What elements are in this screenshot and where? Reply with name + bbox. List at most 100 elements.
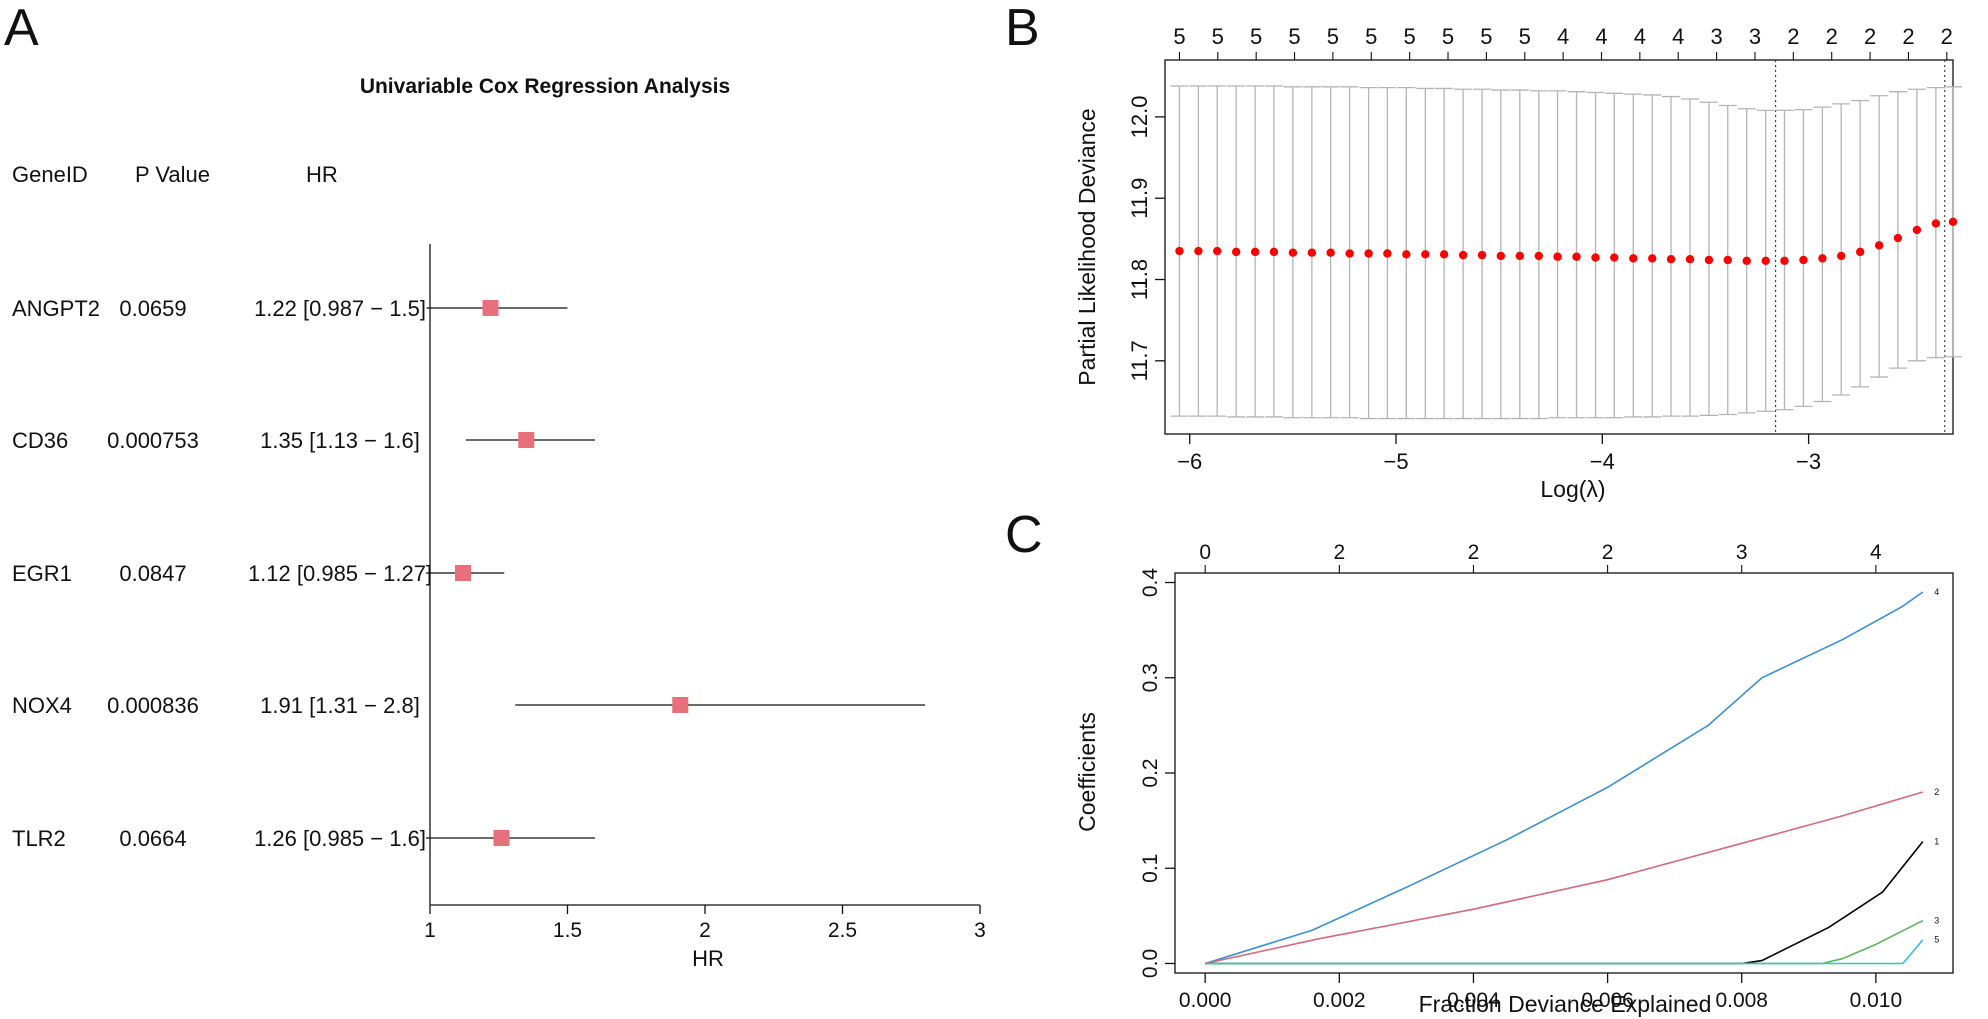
cv-point	[1170, 85, 1189, 417]
cv-mean-dot	[1572, 252, 1581, 261]
coef-series-label: 2	[1934, 787, 1939, 797]
forest-p-value: 0.000836	[107, 693, 199, 718]
forest-col-p: P Value	[135, 162, 210, 187]
forest-x-tick-label: 1.5	[553, 919, 582, 942]
coef-series-4: 4	[1204, 587, 1939, 965]
cv-point	[1813, 106, 1832, 403]
coef-series-2: 2	[1205, 787, 1939, 965]
coef-top-count-label: 2	[1333, 541, 1345, 564]
cv-top-count-label: 5	[1404, 24, 1416, 49]
coef-series-1: 1	[1205, 837, 1939, 965]
cv-point	[1529, 90, 1548, 420]
forest-row: TLR2 0.0664 1.26 [0.985 − 1.6]	[12, 826, 595, 851]
forest-p-value: 0.0847	[119, 561, 186, 586]
cv-mean-dot	[1307, 248, 1317, 257]
cv-point	[1208, 85, 1227, 417]
cv-mean-dot	[1948, 217, 1958, 226]
coef-top-count-label: 0	[1199, 541, 1211, 564]
forest-x-tick-label: 1	[424, 919, 436, 942]
coef-top-count-label: 4	[1870, 541, 1882, 564]
cv-point	[1944, 86, 1962, 358]
cv-top-count-label: 5	[1442, 24, 1454, 49]
cv-point	[1340, 86, 1359, 419]
cv-point	[1624, 93, 1643, 418]
cv-point	[1359, 86, 1378, 420]
cv-mean-dot	[1194, 246, 1203, 256]
cv-mean-dot	[1515, 251, 1525, 261]
forest-hr-marker	[482, 300, 499, 316]
cv-mean-dot	[1496, 251, 1506, 261]
cv-point	[1473, 88, 1492, 420]
forest-x-tick-label: 3	[974, 919, 986, 942]
cv-top-count-label: 5	[1288, 24, 1300, 49]
forest-gene-label: ANGPT2	[12, 296, 100, 321]
cv-mean-dot	[1477, 250, 1487, 260]
coef-top-count-label: 2	[1602, 541, 1614, 564]
cv-point	[1397, 86, 1416, 420]
cv-mean-dot	[1629, 254, 1638, 263]
cv-mean-dot	[1326, 248, 1335, 257]
forest-plot: Univariable Cox Regression Analysis Gene…	[12, 75, 986, 971]
cv-top-count-label: 5	[1250, 24, 1262, 49]
coef-y-tick-label: 0.1	[1139, 854, 1162, 883]
panel-label-c: C	[1005, 506, 1043, 564]
cv-mean-dot	[1666, 254, 1676, 264]
cv-y-tick-label: 12.0	[1127, 95, 1152, 138]
cv-mean-dot	[1345, 249, 1354, 258]
cv-mean-dot	[1836, 251, 1846, 261]
cv-top-count-label: 4	[1557, 24, 1569, 49]
cv-point	[1567, 91, 1586, 419]
cv-point	[1832, 103, 1851, 396]
cv-top-count-label: 4	[1672, 24, 1684, 49]
cv-top-count-label: 3	[1710, 24, 1722, 49]
cv-top-count-label: 4	[1634, 24, 1646, 49]
forest-hr-marker	[455, 565, 471, 581]
forest-row: CD36 0.000753 1.35 [1.13 − 1.6]	[12, 428, 595, 453]
cv-point	[1416, 87, 1435, 420]
coef-path-line	[1204, 591, 1924, 965]
cv-point	[1794, 108, 1813, 408]
forest-hr-text: 1.12 [0.985 − 1.27]	[248, 561, 432, 586]
cv-point	[1643, 94, 1662, 418]
forest-col-hr: HR	[306, 162, 338, 187]
cv-deviance-plot: −6 −5 −4 −3 11.7 11.8 11.9 12.0 5 5 5 5 5 5 5 5 5 5 4 4 4 4 3 3…	[1074, 24, 1962, 502]
coef-x-tick-label: 0.004	[1447, 989, 1500, 1012]
cv-mean-dot	[1648, 254, 1657, 263]
cv-y-tick-label: 11.8	[1127, 259, 1152, 300]
cv-mean-dot	[1799, 255, 1808, 265]
cv-x-tick-label: −3	[1796, 449, 1821, 474]
cv-point	[1586, 91, 1605, 419]
coef-path-line	[1205, 919, 1924, 965]
forest-row: EGR1 0.0847 1.12 [0.985 − 1.27]	[12, 561, 505, 586]
cv-x-tick-label: −6	[1177, 449, 1202, 474]
cv-top-count-label: 2	[1902, 24, 1914, 49]
forest-hr-marker	[493, 830, 510, 846]
coef-path-line	[1205, 791, 1924, 965]
cv-point	[1737, 108, 1756, 414]
cv-point	[1870, 95, 1889, 378]
cv-mean-dot	[1364, 249, 1373, 258]
coef-series-label: 5	[1934, 935, 1939, 945]
cv-point	[1775, 109, 1794, 411]
cv-point	[1491, 89, 1510, 420]
coef-series-label: 1	[1934, 837, 1939, 847]
cv-point	[1756, 109, 1775, 412]
cv-top-count-label: 4	[1595, 24, 1607, 49]
cv-mean-dot	[1534, 251, 1543, 261]
cv-y-label: Partial Likelihood Deviance	[1074, 108, 1100, 385]
cv-mean-dot	[1439, 250, 1449, 259]
cv-mean-dot	[1421, 250, 1430, 259]
cv-mean-dot	[1212, 246, 1222, 256]
forest-hr-marker	[518, 432, 535, 448]
coef-series-label: 3	[1934, 916, 1939, 926]
cv-top-count-label: 2	[1787, 24, 1799, 49]
cv-top-count-label: 5	[1365, 24, 1377, 49]
forest-hr-marker	[672, 697, 689, 713]
forest-gene-label: TLR2	[12, 826, 66, 851]
forest-title: Univariable Cox Regression Analysis	[360, 75, 730, 98]
coef-plot-frame	[1174, 572, 1954, 974]
cv-mean-dot	[1912, 225, 1922, 235]
cv-mean-dot	[1855, 247, 1865, 257]
cv-x-tick-label: −5	[1383, 449, 1408, 474]
cv-mean-dot	[1591, 253, 1600, 262]
